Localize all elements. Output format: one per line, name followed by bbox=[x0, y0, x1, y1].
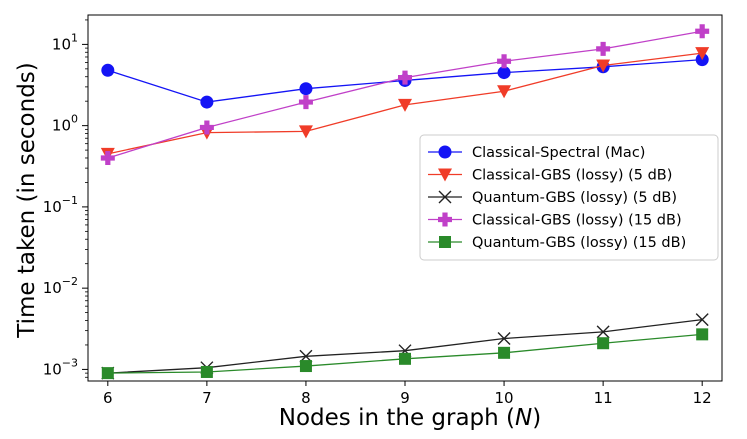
legend-entry: Classical-GBS (lossy) (15 dB) bbox=[428, 212, 682, 229]
x-tick-label: 8 bbox=[301, 389, 311, 407]
x-tick-label: 10 bbox=[495, 389, 514, 407]
legend-marker bbox=[438, 212, 452, 227]
legend-label: Quantum-GBS (lossy) (15 dB) bbox=[472, 235, 686, 251]
y-axis-label: Time taken (in seconds) bbox=[14, 62, 40, 338]
y-tick-label: 101 bbox=[52, 31, 78, 53]
data-point bbox=[497, 54, 512, 69]
legend: Classical-Spectral (Mac) Classical-GBS (l… bbox=[419, 134, 719, 261]
legend-entry: Classical-Spectral (Mac) bbox=[428, 145, 645, 161]
data-point bbox=[298, 95, 313, 110]
legend-label: Classical-GBS (lossy) (5 dB) bbox=[472, 168, 672, 184]
series-4 bbox=[100, 24, 710, 165]
y-tick-label: 10−2 bbox=[43, 275, 78, 297]
x-tick-label: 7 bbox=[202, 389, 212, 407]
legend-box bbox=[419, 134, 719, 261]
legend-entry: Classical-GBS (lossy) (5 dB) bbox=[428, 168, 672, 184]
data-point bbox=[596, 59, 611, 73]
data-point bbox=[200, 365, 213, 378]
data-point bbox=[399, 352, 411, 365]
data-point bbox=[497, 85, 512, 99]
legend-entry: Quantum-GBS (lossy) (5 dB) bbox=[428, 190, 677, 206]
x-tick-label: 6 bbox=[103, 389, 113, 407]
x-axis-label: Nodes in the graph (N) bbox=[279, 405, 541, 431]
x-tick-label: 9 bbox=[400, 389, 410, 407]
data-point bbox=[497, 332, 511, 346]
data-point bbox=[596, 41, 611, 56]
x-tick-label: 11 bbox=[594, 389, 613, 407]
x-axis-ticks: 6 7 8 9 10 11 12 bbox=[103, 381, 712, 407]
data-point bbox=[299, 82, 313, 96]
y-axis-ticks: 10−3 10−2 10−1 100 101 bbox=[43, 19, 88, 378]
data-point bbox=[498, 346, 511, 359]
data-point bbox=[695, 313, 709, 327]
legend-marker bbox=[438, 168, 452, 182]
data-point bbox=[497, 66, 511, 80]
data-point bbox=[398, 98, 412, 112]
data-point bbox=[695, 24, 710, 39]
data-point bbox=[199, 120, 214, 135]
data-point bbox=[596, 325, 610, 339]
data-point bbox=[200, 95, 214, 109]
legend-marker bbox=[438, 190, 452, 204]
data-point bbox=[101, 367, 114, 380]
series-layer bbox=[100, 24, 710, 380]
data-point bbox=[695, 47, 710, 61]
data-point bbox=[298, 125, 313, 139]
series-5 bbox=[101, 328, 709, 380]
data-point bbox=[101, 63, 115, 77]
legend-entry: Quantum-GBS (lossy) (15 dB) bbox=[428, 235, 686, 251]
y-tick-label: 100 bbox=[52, 113, 78, 135]
y-tick-label: 10−3 bbox=[43, 356, 78, 378]
data-point bbox=[398, 70, 412, 85]
legend-label: Classical-GBS (lossy) (15 dB) bbox=[472, 213, 682, 229]
data-point bbox=[299, 360, 312, 373]
legend-label: Classical-Spectral (Mac) bbox=[472, 145, 645, 161]
data-point bbox=[597, 337, 610, 350]
data-point bbox=[696, 328, 709, 341]
legend-marker bbox=[438, 145, 452, 159]
x-tick-label: 12 bbox=[693, 389, 712, 407]
data-point bbox=[100, 150, 115, 165]
legend-marker bbox=[439, 236, 451, 248]
legend-label: Quantum-GBS (lossy) (5 dB) bbox=[472, 190, 677, 206]
y-tick-label: 10−1 bbox=[43, 194, 78, 216]
